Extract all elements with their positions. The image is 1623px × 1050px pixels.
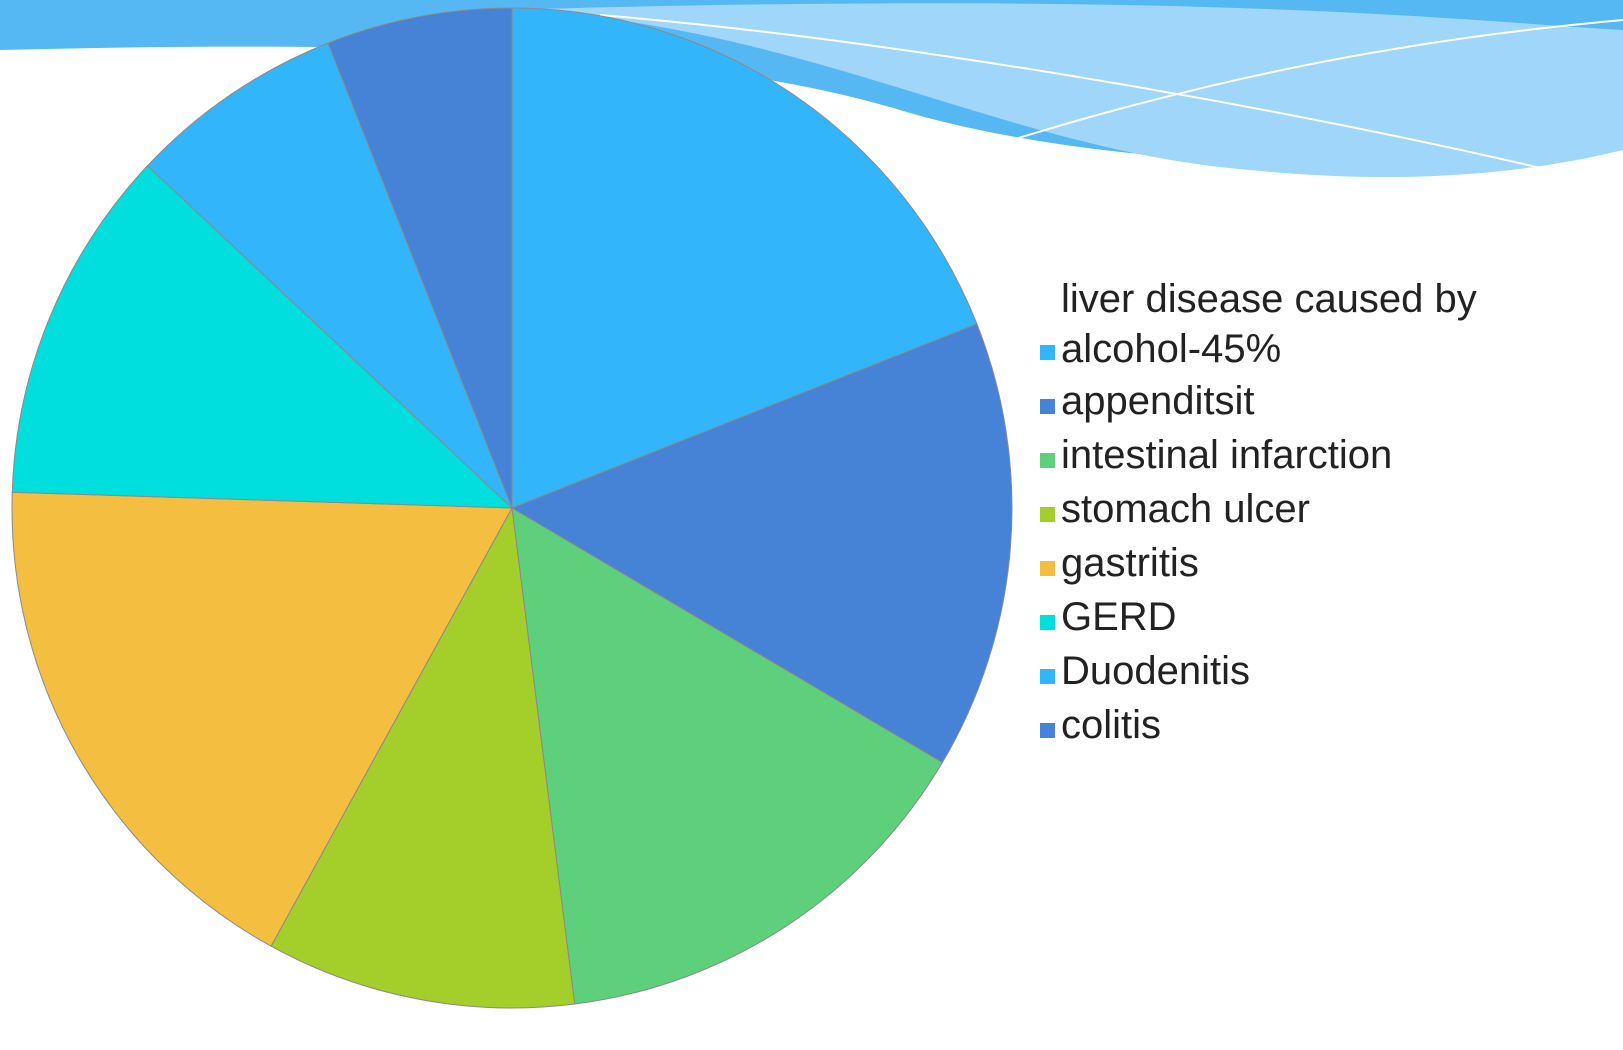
legend-item: liver disease caused by alcohol-45%	[1040, 274, 1580, 374]
legend-label: liver disease caused by alcohol-45%	[1061, 277, 1477, 371]
legend: liver disease caused by alcohol-45% appen…	[1040, 274, 1580, 752]
legend-swatch	[1040, 723, 1055, 738]
legend-item: GERD	[1040, 590, 1580, 644]
pie-slice	[510, 323, 1013, 764]
legend-label: appenditsit	[1061, 379, 1255, 423]
pie-slice	[11, 491, 513, 947]
pie-slice	[270, 506, 576, 1009]
legend-swatch	[1040, 453, 1055, 468]
wave-line	[599, 14, 1571, 176]
legend-label: Duodenitis	[1061, 649, 1251, 693]
legend-item: appenditsit	[1040, 374, 1580, 428]
legend-swatch	[1040, 669, 1055, 684]
legend-item: stomach ulcer	[1040, 482, 1580, 536]
pie-slice	[11, 165, 514, 509]
legend-item: Duodenitis	[1040, 644, 1580, 698]
pie-slice	[146, 42, 513, 509]
legend-swatch	[1040, 399, 1055, 414]
wave-line	[979, 19, 1623, 151]
legend-swatch	[1040, 507, 1055, 522]
legend-swatch	[1040, 561, 1055, 576]
legend-swatch	[1040, 345, 1055, 360]
legend-label: intestinal infarction	[1061, 433, 1393, 477]
pie-slice	[327, 7, 513, 509]
header-wave-light	[500, 3, 1623, 178]
legend-item: gastritis	[1040, 536, 1580, 590]
legend-label: GERD	[1061, 595, 1177, 639]
legend-item: colitis	[1040, 698, 1580, 752]
legend-label: gastritis	[1061, 541, 1199, 585]
legend-swatch	[1040, 615, 1055, 630]
legend-label: colitis	[1061, 703, 1162, 747]
pie	[11, 7, 1013, 1009]
pie-slice	[511, 507, 944, 1005]
legend-item: intestinal infarction	[1040, 428, 1580, 482]
legend-label: stomach ulcer	[1061, 487, 1310, 531]
pie-slice	[511, 7, 978, 509]
